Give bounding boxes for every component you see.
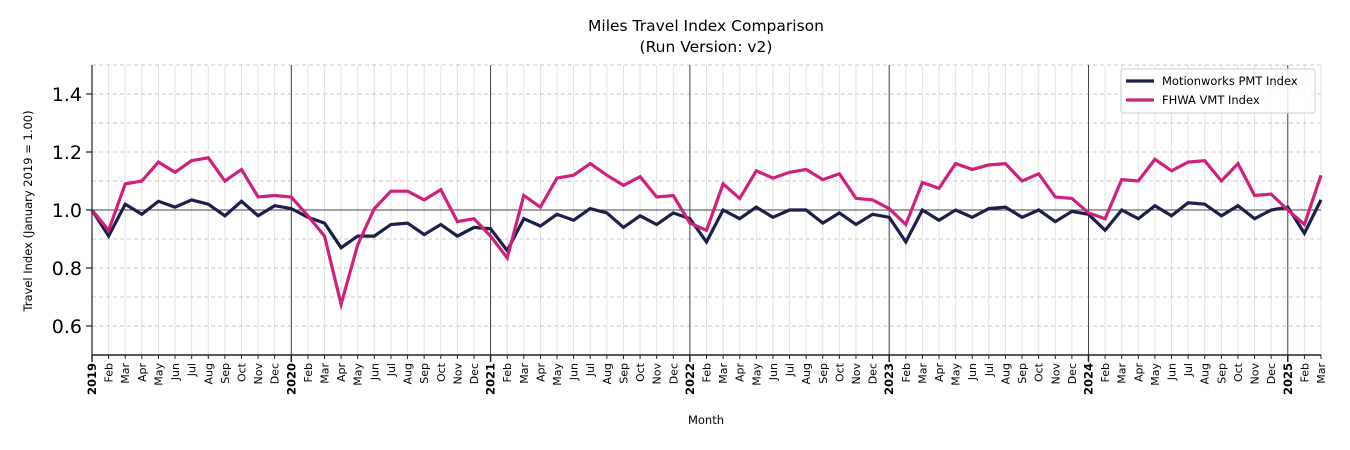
x-tick-label-month: Aug [999,363,1012,384]
x-tick-label-month: Oct [1232,362,1245,382]
x-tick-label-month: Feb [900,363,913,382]
y-tick-label: 1.2 [52,142,82,164]
x-tick-label-year: 2020 [284,363,298,395]
x-tick-label-year: 2024 [1082,363,1096,395]
legend-label: FHWA VMT Index [1162,93,1260,107]
x-tick-label-month: Sep [1215,363,1228,384]
y-axis-label: Travel Index (January 2019 = 1.00) [21,110,35,312]
x-axis-ticks: 2019 Feb Mar Apr May Jun Jul Aug Sep Oct Nov Dec 202… [85,355,1328,395]
chart-title: Miles Travel Index Comparison [588,17,824,35]
x-tick-label-year: 2023 [882,363,896,395]
x-tick-label-month: Jul [584,363,597,377]
y-tick-label: 1.0 [52,200,82,222]
x-tick-label-month: Oct [435,362,448,382]
x-tick-label-month: Nov [1049,363,1062,385]
x-tick-label-month: Apr [933,363,946,383]
series-line-motionworks-pmt [90,198,1323,254]
x-tick-label-month: Apr [1132,363,1145,383]
legend: Motionworks PMT Index FHWA VMT Index [1120,68,1316,114]
x-tick-label-month: Feb [1298,363,1311,382]
x-tick-label-month: Feb [103,363,116,382]
chart-title-group: Miles Travel Index Comparison (Run Versi… [588,17,824,56]
x-tick-label-month: May [551,363,564,386]
x-tick-label-month: Oct [634,362,647,382]
x-tick-label-month: Nov [252,363,265,385]
legend-box [1120,68,1316,114]
x-tick-label-month: Jul [983,363,996,377]
x-tick-label-month: Mar [518,363,531,384]
series-line-fhwa-vmt [90,156,1323,311]
x-tick-label-month: Aug [601,363,614,384]
x-tick-label-month: Feb [701,363,714,382]
x-tick-label-month: Nov [1249,363,1262,385]
x-tick-label-month: Dec [468,363,481,384]
series-group [90,156,1323,311]
x-tick-label-month: Sep [618,363,631,384]
x-tick-label-month: Mar [717,363,730,384]
x-tick-label-month: Mar [1315,363,1328,384]
x-tick-label-month: Jul [186,363,199,377]
grid-major [92,64,1321,356]
x-tick-label-month: Nov [451,363,464,385]
y-tick-label: 0.6 [52,316,82,338]
x-tick-label-month: Dec [269,363,282,384]
x-tick-label-month: Dec [867,363,880,384]
x-tick-label-month: Jul [784,363,797,377]
x-tick-label-month: May [1149,363,1162,386]
x-tick-label-month: Jul [385,363,398,377]
x-tick-label-month: Apr [335,363,348,383]
x-tick-label-month: Sep [219,363,232,384]
x-tick-label-year: 2019 [85,363,99,395]
x-tick-label-month: Dec [1066,363,1079,384]
x-tick-label-month: Jul [1182,363,1195,377]
x-tick-label-month: Sep [817,363,830,384]
legend-label: Motionworks PMT Index [1162,74,1298,88]
x-tick-label-month: Aug [202,363,215,384]
x-tick-label-month: Feb [302,363,315,382]
y-tick-label: 0.8 [52,258,82,280]
x-tick-label-month: Mar [319,363,332,384]
x-tick-label-month: May [152,363,165,386]
x-tick-label-month: Mar [1116,363,1129,384]
x-tick-label-month: Oct [1033,362,1046,382]
x-tick-label-month: Jun [368,363,381,381]
x-tick-label-month: Feb [1099,363,1112,382]
x-tick-label-month: May [950,363,963,386]
x-tick-label-month: Nov [850,363,863,385]
x-tick-label-month: Feb [501,363,514,382]
x-tick-label-month: Oct [236,362,249,382]
x-tick-label-month: Apr [136,363,149,383]
x-tick-label-month: Jun [966,363,979,381]
x-tick-label-month: Sep [1016,363,1029,384]
x-tick-label-month: Nov [651,363,664,385]
x-tick-label-month: Jun [169,363,182,381]
x-tick-label-month: Dec [667,363,680,384]
x-tick-label-month: Sep [418,363,431,384]
x-tick-label-month: Jun [1166,363,1179,381]
x-tick-label-month: May [352,363,365,386]
y-axis-ticks: 0.6 0.8 1.0 1.2 1.4 [52,84,92,338]
x-tick-label-month: Jun [568,363,581,381]
x-tick-label-month: Aug [1199,363,1212,384]
x-tick-label-month: Mar [916,363,929,384]
x-tick-label-month: Apr [734,363,747,383]
x-axis-label: Month [688,413,724,427]
x-tick-label-month: Oct [833,362,846,382]
x-tick-label-month: Dec [1265,363,1278,384]
x-tick-label-month: Aug [800,363,813,384]
x-tick-label-month: Mar [119,363,132,384]
x-tick-label-year: 2021 [484,363,498,395]
x-tick-label-month: Jun [767,363,780,381]
chart-subtitle: (Run Version: v2) [640,38,773,56]
y-tick-label: 1.4 [52,84,82,106]
x-tick-label-year: 2022 [683,363,697,395]
x-tick-label-month: Aug [402,363,415,384]
x-tick-label-month: May [750,363,763,386]
x-tick-label-year: 2025 [1281,363,1295,395]
x-tick-label-month: Apr [534,363,547,383]
